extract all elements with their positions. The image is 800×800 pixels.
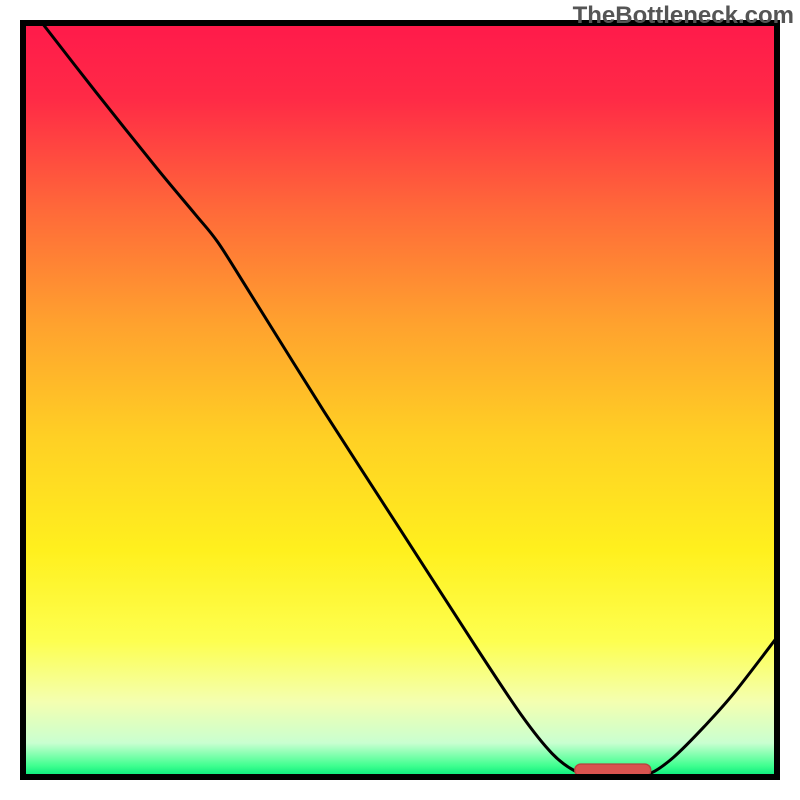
chart-container: { "attribution": { "text": "TheBottlenec… (0, 0, 800, 800)
bottleneck-chart (0, 0, 800, 800)
gradient-background (23, 23, 777, 777)
attribution-text: TheBottleneck.com (573, 2, 794, 30)
plot-area (23, 20, 780, 778)
